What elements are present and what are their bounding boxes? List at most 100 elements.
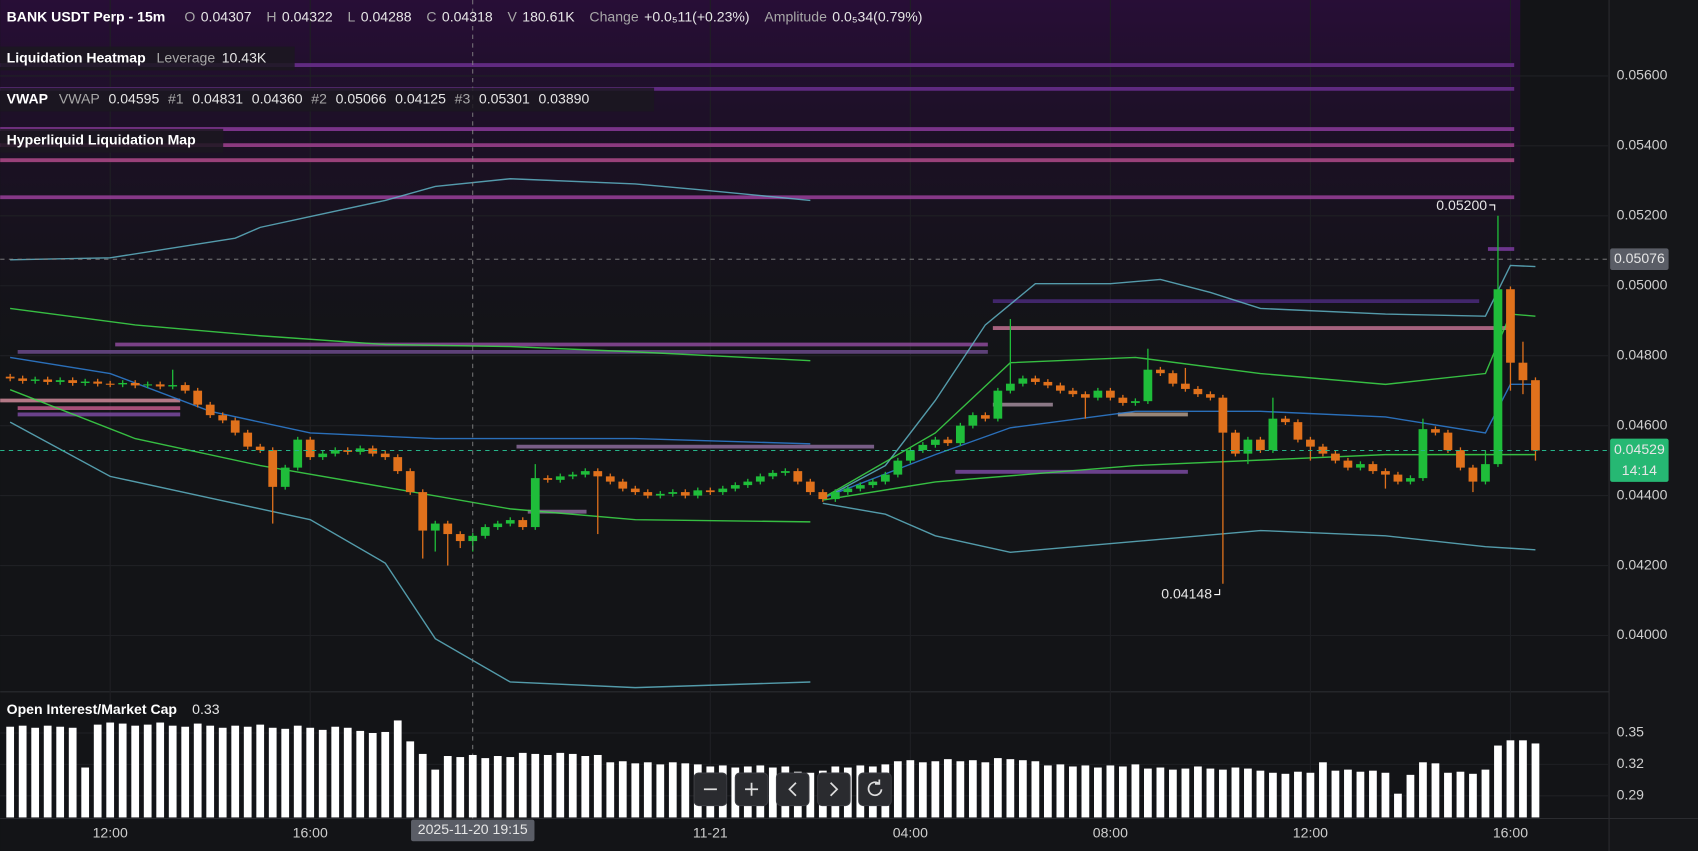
stat-label: Amplitude [764,8,827,24]
oi-bar [1018,760,1027,818]
candle-body [1143,369,1153,402]
candle-body [193,390,203,405]
stat-label: L [347,8,355,24]
candle-body [1093,390,1103,398]
oi-bar [668,762,677,818]
crosshair-price: 0.05076 [1614,250,1665,266]
indicator-label: Leverage [157,49,216,65]
candle-body [1381,471,1390,475]
candle-body [1005,383,1015,391]
indicator-value: 0.33 [192,701,220,717]
oi-bar [281,728,290,818]
y-tick-label: 0.04400 [1617,486,1668,502]
oi-bar [1331,770,1340,818]
oi-bar [1381,772,1390,818]
candle-body [1531,380,1540,451]
candle-body [380,453,390,458]
heatmap-legend: Liquidation Heatmap Leverage 10.43K [7,49,267,65]
candle-body [1181,383,1190,389]
indicator-name: VWAP [7,90,48,106]
header: BANK USDT Perp - 15m O 0.04307 H 0.04322 L… [7,8,923,24]
candle-body [1331,453,1340,461]
vwap-item: 0.03890 [538,90,589,106]
candle-body [1018,378,1028,384]
candle-body [593,471,603,477]
candle-body [93,381,103,384]
candle-body [1443,432,1453,451]
oi-bar [168,725,177,818]
oi-bar [1156,767,1165,818]
oi-bar [1043,765,1052,818]
oi-bar [1269,772,1277,818]
candle-body [68,380,78,383]
candle-body [930,439,940,445]
y-tick-label: 0.32 [1617,755,1645,771]
y-tick-label: 0.05600 [1617,67,1668,83]
oi-bar [131,725,140,818]
candle-body [1306,439,1315,447]
zoom-out-button[interactable] [693,772,728,807]
oi-bar [1281,773,1290,818]
candle-body [368,448,378,454]
oi-bar [356,730,365,818]
oi-bar [1206,768,1215,818]
oi-bar [393,720,402,818]
oi-bar [1181,768,1190,818]
candle-body [605,476,615,482]
oi-bar [968,760,977,818]
candle-body [1043,381,1053,386]
candle-body [405,471,415,493]
oi-bar [681,763,690,818]
x-tick-label: 12:00 [93,824,128,840]
oi-bar [68,727,77,818]
oi-bar [543,754,552,818]
stat-label: Change [589,8,638,24]
stat-label: C [426,8,436,24]
extreme-label: 0.05200 [1436,197,1487,213]
oi-bar [206,725,215,818]
candle-body [1068,390,1078,395]
candle-body [955,425,965,444]
zoom-in-button[interactable] [734,772,769,807]
extreme-arrow [1489,204,1496,211]
oi-bar [268,727,277,818]
candle-body [230,420,240,433]
candle-body [1318,446,1328,454]
oi-bar [631,763,640,818]
oi-bar [456,757,465,818]
oi-bar [518,752,527,818]
y-tick-label: 0.05400 [1617,137,1668,153]
scroll-right-button[interactable] [817,772,851,807]
oi-bar [1068,766,1077,818]
oi-bar [1344,769,1352,818]
candle-body [1131,401,1140,403]
candle-body [693,490,703,496]
oi-bar [943,759,952,818]
candle-body [818,492,828,500]
candle-body [1418,429,1428,479]
stat-value: 0.04322 [282,8,333,24]
candle-body [1156,369,1165,374]
oi-bar [43,725,52,818]
oi-bar [1394,793,1402,818]
oi-bar [243,726,252,818]
oi-bar [156,722,165,818]
candle-body [80,381,90,383]
candle-body [618,481,628,489]
scroll-left-button[interactable] [775,772,810,807]
extreme-label: 0.04148 [1161,585,1212,601]
candle-body [443,523,453,535]
candle-body [980,415,990,419]
candle-body [1080,394,1090,398]
oi-bar [593,754,602,818]
y-tick-label: 0.35 [1617,724,1645,740]
oi-bar [218,727,227,818]
oi-bar [31,727,40,818]
vwap-item: 0.04360 [252,90,303,106]
oi-bar [1494,745,1502,818]
reset-button[interactable] [858,772,892,807]
candle-body [705,490,715,493]
band-line [9,421,1536,689]
oi-bar [143,724,152,818]
stat-label: H [266,8,276,24]
